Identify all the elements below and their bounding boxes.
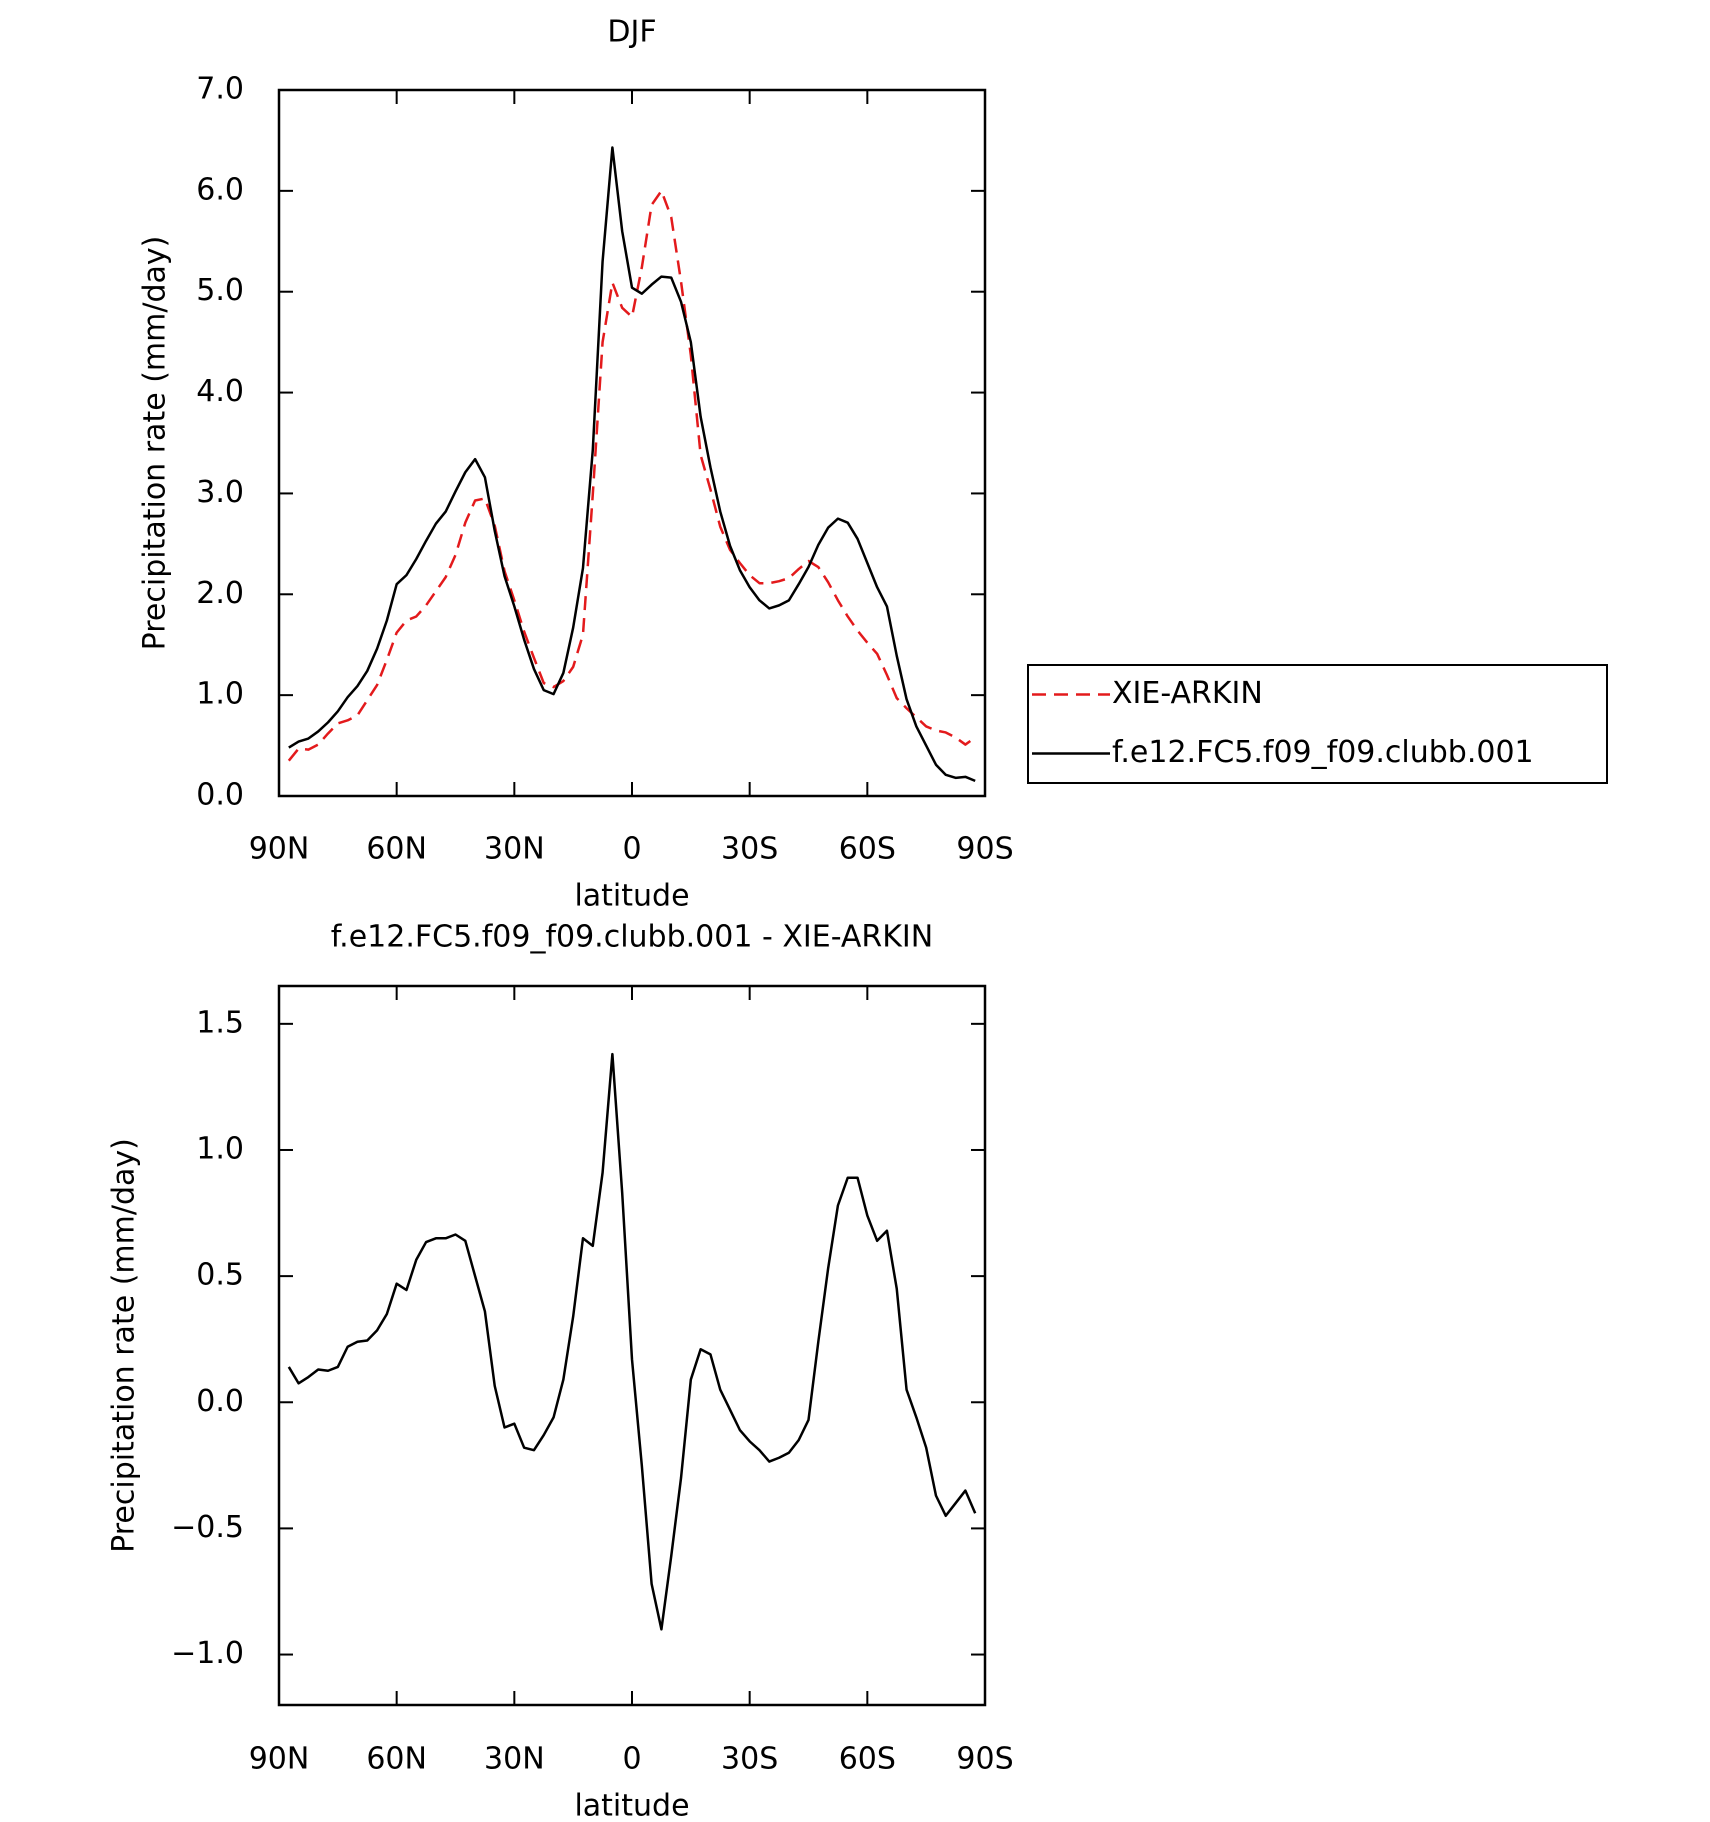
y-tick-label: −1.0 <box>171 1636 244 1671</box>
y-tick-label: 2.0 <box>196 576 244 611</box>
plot-frame <box>277 88 987 798</box>
y-tick-label: 0.0 <box>196 778 244 813</box>
data-line <box>288 146 976 783</box>
x-tick-label: 0 <box>622 832 641 867</box>
x-tick-label: 30S <box>721 1742 778 1777</box>
x-tick-label: 90N <box>249 1742 310 1777</box>
x-tick-label: 30N <box>484 832 545 867</box>
y-tick-label: 1.0 <box>196 1131 244 1166</box>
y-axis-label: Precipitation rate (mm/day) <box>107 1138 142 1553</box>
x-tick-label: 90N <box>249 832 310 867</box>
data-line <box>287 189 976 762</box>
legend-label: XIE-ARKIN <box>1112 676 1263 711</box>
x-tick-label: 30N <box>484 1742 545 1777</box>
y-tick-label: 3.0 <box>196 475 244 510</box>
x-axis-label: latitude <box>574 879 689 914</box>
y-tick-label: 1.0 <box>196 677 244 712</box>
y-tick-label: −0.5 <box>171 1510 244 1545</box>
y-axis-label: Precipitation rate (mm/day) <box>138 236 173 651</box>
x-tick-label: 60N <box>366 1742 427 1777</box>
y-tick-label: 6.0 <box>196 172 244 207</box>
plot-frame <box>277 984 987 1707</box>
x-tick-label: 0 <box>622 1742 641 1777</box>
x-axis-label: latitude <box>574 1789 689 1822</box>
y-tick-label: 5.0 <box>196 273 244 308</box>
y-tick-label: 1.5 <box>196 1005 244 1040</box>
y-tick-label: 7.0 <box>196 72 244 107</box>
x-tick-label: 60S <box>839 1742 896 1777</box>
y-tick-label: 4.0 <box>196 374 244 409</box>
y-tick-label: 0.5 <box>196 1258 244 1293</box>
x-tick-label: 60S <box>839 832 896 867</box>
x-tick-label: 60N <box>366 832 427 867</box>
chart-title: DJF <box>607 15 656 50</box>
chart-title: f.e12.FC5.f09_f09.clubb.001 - XIE-ARKIN <box>331 920 933 955</box>
x-tick-label: 30S <box>721 832 778 867</box>
legend-label: f.e12.FC5.f09_f09.clubb.001 <box>1112 735 1534 770</box>
x-tick-label: 90S <box>956 832 1013 867</box>
data-line <box>287 1052 977 1631</box>
y-tick-label: 0.0 <box>196 1384 244 1419</box>
legend-box <box>1027 664 1608 784</box>
x-tick-label: 90S <box>956 1742 1013 1777</box>
